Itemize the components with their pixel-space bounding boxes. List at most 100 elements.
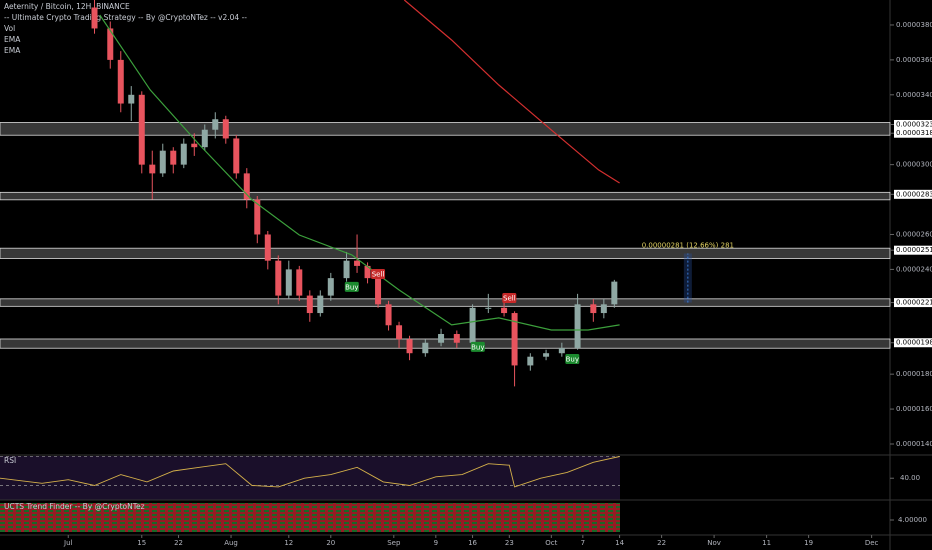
candle-body: [107, 28, 114, 60]
y-tick-label: 0.00001400: [896, 440, 932, 448]
candle-body: [574, 304, 581, 348]
candle-body: [180, 143, 187, 165]
candle-body: [138, 94, 145, 165]
support-zone: [0, 122, 891, 136]
x-tick-label: 15: [137, 539, 146, 547]
candle-body: [354, 260, 361, 266]
rsi-label: RSI: [4, 456, 16, 465]
indicator-label: EMA: [4, 46, 21, 55]
candle-body: [527, 356, 534, 366]
x-tick-label: Jul: [63, 539, 73, 547]
candle-body: [469, 307, 476, 343]
candle-body: [375, 278, 382, 305]
signal-label: Buy: [345, 283, 358, 291]
candle-body: [296, 269, 303, 296]
x-tick-label: 22: [174, 539, 183, 547]
candle-body: [611, 281, 618, 305]
candle-body: [438, 334, 445, 343]
x-tick-label: 14: [615, 539, 624, 547]
signal-marker: [344, 281, 359, 292]
x-tick-label: 19: [804, 539, 813, 547]
signal-label: Buy: [566, 355, 579, 363]
support-zone: [0, 298, 891, 307]
candle-body: [364, 265, 371, 279]
x-tick-label: 22: [657, 539, 666, 547]
measure-label: 0.00000281 (12.66%) 281: [642, 242, 734, 250]
signal-marker: [470, 341, 485, 352]
x-tick-label: 7: [581, 539, 585, 547]
candle-body: [212, 119, 219, 130]
candle-body: [170, 150, 177, 165]
signal-marker: [502, 293, 517, 304]
trend-tick-label: 4.00000: [898, 516, 927, 524]
candle-body: [201, 129, 208, 148]
candle-body: [590, 304, 597, 314]
candle-body: [149, 164, 156, 174]
x-tick-label: 20: [326, 539, 335, 547]
candle-body: [222, 119, 229, 139]
indicator-label: Vol: [4, 24, 15, 33]
candle-body: [117, 59, 124, 104]
rsi-background: [0, 456, 620, 500]
candles: [91, 0, 618, 387]
candle-body: [264, 234, 271, 261]
candle-body: [501, 307, 508, 314]
signal-label: Buy: [471, 343, 484, 351]
candle-body: [396, 325, 403, 340]
ema-line: [403, 0, 620, 184]
signal-marker: [371, 268, 386, 279]
signal-marker: [565, 353, 580, 364]
x-tick-label: 11: [762, 539, 771, 547]
x-tick-label: Aug: [224, 539, 238, 547]
candle-body: [191, 143, 198, 148]
candle-body: [128, 94, 135, 104]
support-zone: [0, 247, 891, 259]
x-tick-label: Sep: [387, 539, 401, 547]
support-zone: [0, 191, 891, 201]
x-tick-label: Nov: [707, 539, 721, 547]
candle-body: [327, 278, 334, 296]
x-tick-label: 9: [434, 539, 438, 547]
y-tick-highlight: [894, 338, 932, 348]
support-zone: [0, 338, 891, 349]
y-tick-highlight: [894, 298, 932, 308]
candle-body: [600, 304, 607, 314]
trend-label: UCTS Trend Finder -- By @CryptoNTez: [4, 502, 145, 511]
candle-body: [453, 334, 460, 343]
candle-body: [558, 347, 565, 354]
y-tick-highlight: [894, 189, 932, 199]
x-tick-label: Dec: [865, 539, 879, 547]
x-tick-label: 16: [468, 539, 477, 547]
candle-body: [511, 313, 518, 366]
candle-body: [385, 304, 392, 326]
y-tick-highlight: [894, 119, 932, 129]
candle-body: [306, 295, 313, 314]
candle-body: [485, 307, 492, 309]
candle-body: [243, 173, 250, 200]
indicator-label: EMA: [4, 35, 21, 44]
x-tick-label: 12: [284, 539, 293, 547]
candle-body: [285, 269, 292, 296]
candle-body: [233, 138, 240, 174]
x-tick-label: 23: [505, 539, 514, 547]
candle-body: [91, 7, 98, 29]
chart-title: Aeternity / Bitcoin, 12H, BINANCE: [4, 2, 130, 11]
signal-label: Sell: [503, 295, 516, 303]
candle-body: [543, 353, 550, 357]
rsi-line: [0, 456, 620, 488]
candle-body: [317, 295, 324, 314]
candle-body: [254, 199, 261, 235]
signal-label: Sell: [372, 270, 385, 278]
